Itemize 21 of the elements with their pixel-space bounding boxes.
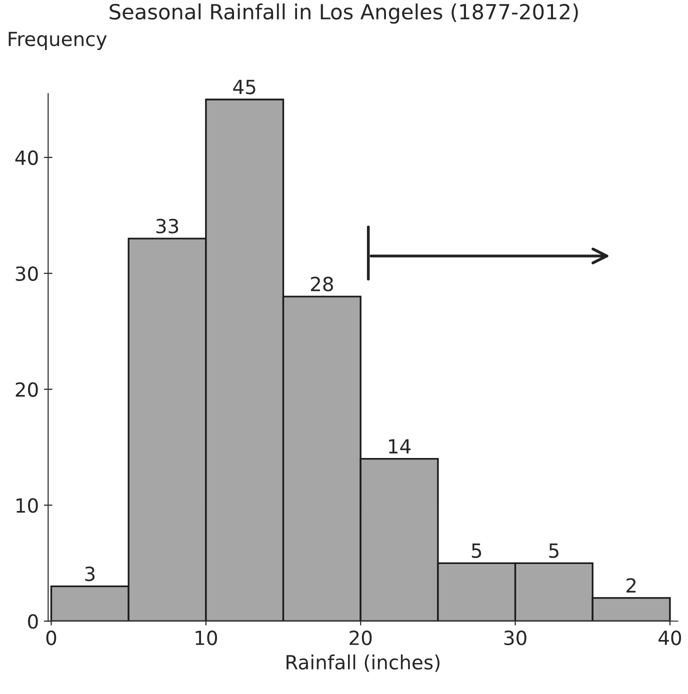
data-label: 45 (233, 80, 256, 94)
data-label: 3 (85, 566, 95, 582)
data-label: 14 (389, 439, 411, 454)
x-tick-label: 10 (196, 630, 218, 646)
x-tick-label: 0 (46, 630, 56, 646)
y-tick-label: 40 (15, 150, 38, 166)
y-tick-label: 10 (16, 498, 38, 513)
x-tick-label: 20 (350, 630, 372, 646)
x-tick-label: 40 (658, 630, 682, 646)
y-tick-label: 30 (16, 266, 38, 282)
x-tick-label: 30 (504, 630, 526, 646)
data-label: 28 (310, 276, 333, 292)
data-label: 2 (626, 578, 636, 593)
data-label: 33 (156, 218, 178, 234)
y-tick-label: 0 (28, 614, 38, 629)
y-tick-label: 20 (16, 382, 38, 397)
data-label: 5 (472, 544, 482, 558)
chart-title: Seasonal Rainfall in Los Angeles (1877-2012) (110, 3, 578, 24)
x-axis-title: Rainfall (inches) (286, 654, 440, 672)
data-label: 5 (549, 544, 558, 558)
y-axis-title: Frequency (8, 32, 107, 50)
